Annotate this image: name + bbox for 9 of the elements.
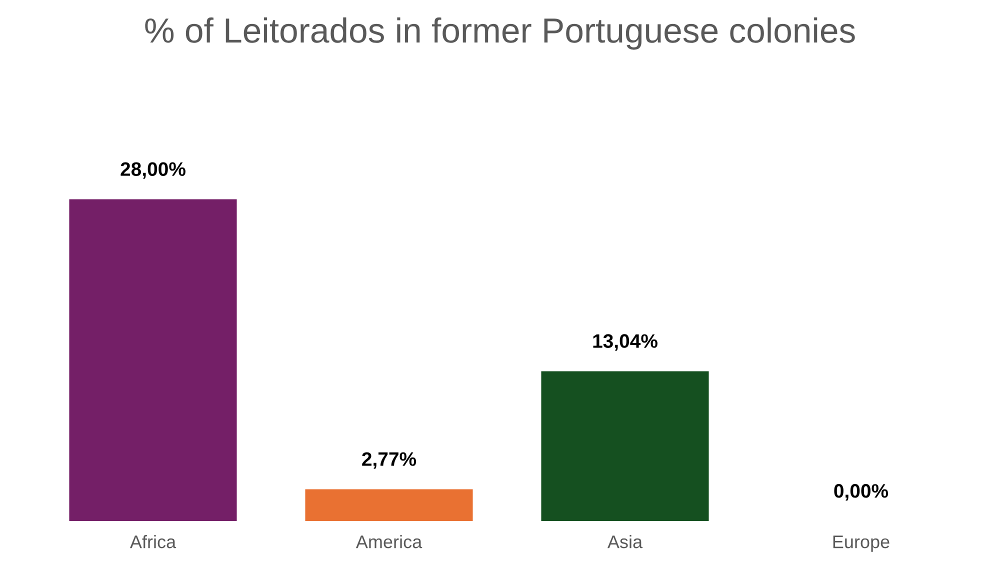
chart-title: % of Leitorados in former Portuguese colonies <box>145 17 855 50</box>
x-tick-label: Asia <box>607 534 643 548</box>
x-tick-label: Africa <box>130 534 176 548</box>
x-tick-label: America <box>356 534 422 548</box>
x-tick-label: Europe <box>833 536 890 552</box>
data-label: 13,04% <box>593 334 658 351</box>
data-label: 0,00% <box>834 484 888 501</box>
data-label: 2,77% <box>362 452 416 469</box>
data-label: 28,00% <box>120 162 186 179</box>
